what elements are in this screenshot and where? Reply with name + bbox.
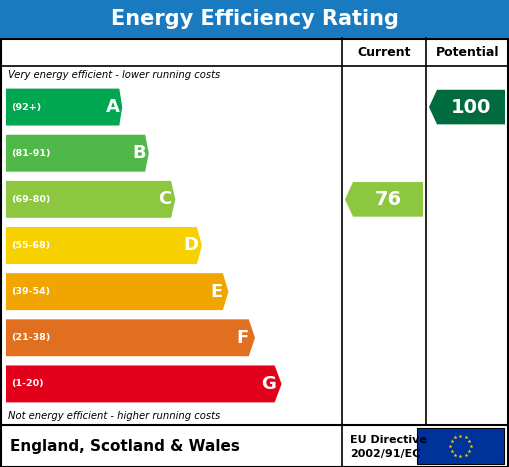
Text: G: G: [261, 375, 276, 393]
Text: F: F: [237, 329, 249, 347]
Polygon shape: [6, 273, 229, 310]
Text: B: B: [132, 144, 146, 162]
Polygon shape: [6, 319, 255, 356]
Text: (55-68): (55-68): [11, 241, 50, 250]
Text: (39-54): (39-54): [11, 287, 50, 296]
Text: (81-91): (81-91): [11, 149, 50, 158]
Polygon shape: [6, 366, 281, 403]
Text: A: A: [106, 98, 120, 116]
Text: Potential: Potential: [436, 45, 499, 58]
Text: 2002/91/EC: 2002/91/EC: [350, 449, 420, 460]
Polygon shape: [345, 182, 423, 217]
Polygon shape: [6, 181, 175, 218]
Polygon shape: [6, 227, 202, 264]
Text: 100: 100: [451, 98, 491, 117]
Text: Energy Efficiency Rating: Energy Efficiency Rating: [110, 9, 399, 29]
Text: 76: 76: [375, 190, 402, 209]
Text: (21-38): (21-38): [11, 333, 50, 342]
Text: (1-20): (1-20): [11, 379, 44, 389]
Text: (92+): (92+): [11, 103, 41, 112]
Polygon shape: [6, 89, 122, 126]
Bar: [417, 428, 504, 464]
Text: D: D: [183, 236, 199, 255]
Text: Not energy efficient - higher running costs: Not energy efficient - higher running co…: [8, 411, 220, 421]
Polygon shape: [6, 135, 149, 172]
Polygon shape: [429, 90, 505, 124]
Text: Very energy efficient - lower running costs: Very energy efficient - lower running co…: [8, 70, 220, 80]
Text: England, Scotland & Wales: England, Scotland & Wales: [10, 439, 240, 453]
Bar: [1, 425, 508, 467]
Text: EU Directive: EU Directive: [350, 435, 427, 445]
Text: C: C: [158, 191, 172, 208]
Text: E: E: [211, 283, 223, 301]
Text: Current: Current: [357, 45, 411, 58]
Text: (69-80): (69-80): [11, 195, 50, 204]
Bar: [0, 0, 509, 38]
